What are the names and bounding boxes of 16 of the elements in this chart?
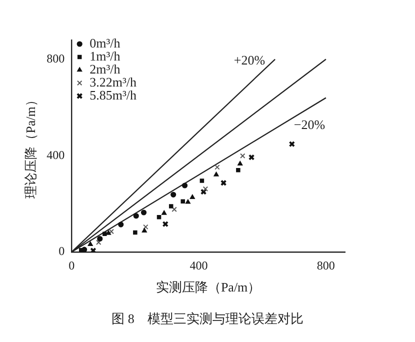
x-tick-label: 800	[316, 258, 335, 272]
legend-label: 0m³/h	[90, 35, 121, 50]
x-tick-label: 400	[190, 258, 208, 272]
y-axis-title: 理论压降（Pa/m）	[23, 94, 38, 198]
caption: 图 8 模型三实测与理论误差对比	[110, 310, 304, 328]
legend-label: 1m³/h	[90, 48, 121, 64]
y-tick-label: 0	[58, 244, 65, 258]
x-tick-label: 0	[68, 258, 75, 272]
series-label: −20%	[294, 117, 326, 132]
legend-label: 2m³/h	[90, 61, 121, 76]
y-tick-label: 400	[46, 148, 65, 162]
x-axis-title: 实测压降（Pa/m）	[156, 280, 261, 295]
legend-label: 5.85m³/h	[90, 87, 137, 102]
legend-label: 3.22m³/h	[90, 74, 137, 90]
series-label: +20%	[234, 52, 266, 68]
y-tick-label: 800	[46, 51, 65, 66]
